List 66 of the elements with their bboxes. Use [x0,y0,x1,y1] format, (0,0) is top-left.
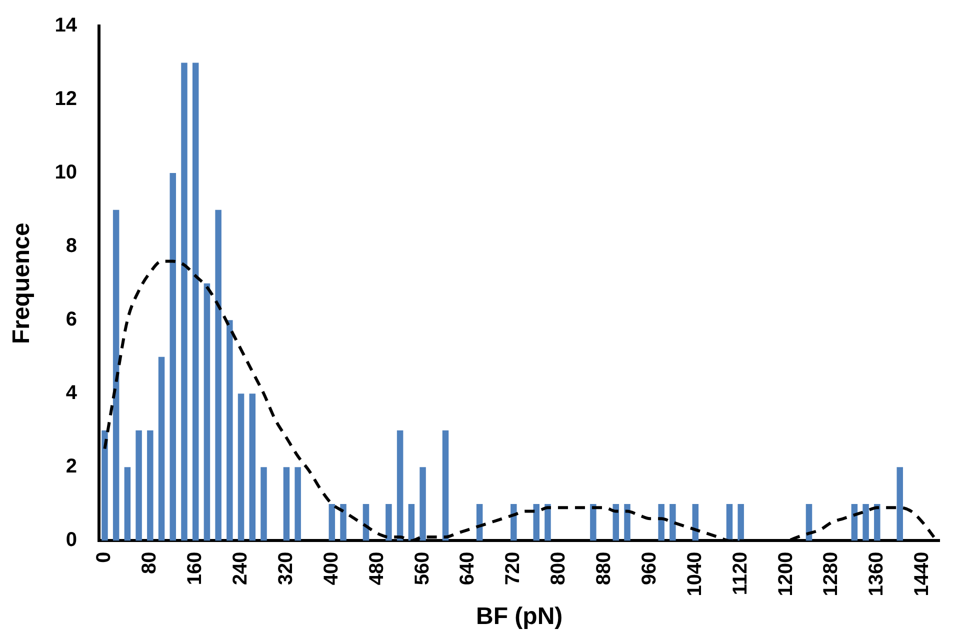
bar [544,504,551,541]
bar [204,283,210,541]
bar [396,430,404,541]
y-axis-title: Frequence [8,222,36,344]
bar [851,504,858,541]
x-tick-label: 640 [456,552,479,586]
x-tick-label: 320 [274,552,297,586]
bar [181,62,188,541]
bar [260,467,267,541]
y-tick-label: 2 [66,456,78,478]
bar [726,504,733,541]
bar [340,504,346,541]
x-tick-label: 480 [366,552,388,586]
x-tick-label: 0 [93,552,116,563]
y-tick-label: 14 [54,14,78,37]
bar [590,504,596,541]
x-tick-label: 240 [230,552,252,586]
bar [533,504,540,541]
bar [136,430,142,541]
x-tick-label: 1280 [820,552,842,596]
y-tick-label: 0 [66,529,78,552]
x-tick-label: 1440 [911,552,934,596]
bar [170,173,176,541]
bar [147,430,154,541]
x-tick-label: 720 [502,552,524,586]
x-tick-label: 960 [638,552,660,586]
bar [238,394,244,541]
bar [442,430,449,541]
bar [294,467,301,541]
y-tick-label: 4 [66,382,78,404]
bar [624,504,630,541]
bar [862,504,869,541]
x-tick-label: 80 [138,552,161,574]
y-tick-label: 12 [54,88,78,110]
bar [420,467,426,541]
y-tick-label: 6 [66,308,78,331]
y-tick-label: 10 [54,162,78,184]
bar [158,356,165,541]
bar [874,504,880,541]
bar [215,210,222,541]
bar [896,467,903,541]
bar [102,430,108,541]
x-axis-title: BF (pN) [476,603,563,630]
bar [249,394,256,541]
bar [408,504,415,541]
bar [670,504,676,541]
x-tick-label: 1360 [866,552,888,596]
bar [112,210,120,541]
bar [124,467,131,541]
bar [283,467,290,541]
x-tick-label: 1040 [684,552,706,596]
x-tick-label: 1200 [774,552,797,596]
x-tick-label: 400 [320,552,342,586]
bar [192,62,199,541]
bar [328,504,336,541]
x-tick-label: 1120 [729,552,752,596]
x-tick-label: 880 [593,552,616,586]
bar [226,320,233,541]
bar [510,504,517,541]
x-tick-label: 800 [548,552,570,586]
bar [738,504,744,541]
bar [658,504,664,541]
x-tick-label: 560 [411,552,434,586]
bar [386,504,392,541]
x-tick-label: 160 [184,552,206,586]
y-tick-label: 8 [66,235,78,258]
